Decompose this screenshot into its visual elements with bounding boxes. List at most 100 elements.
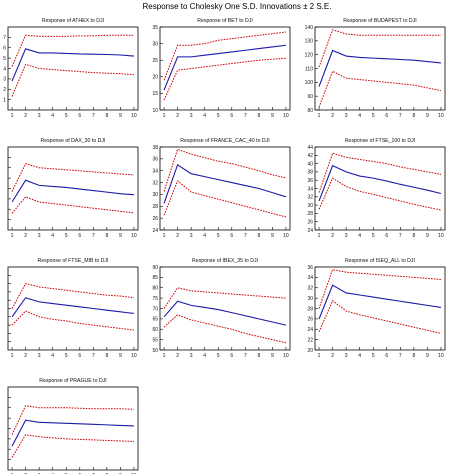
x-tick-label: 4 (203, 233, 206, 239)
y-tick-label: 44 (307, 145, 313, 151)
y-tick-label: 35 (152, 25, 158, 31)
x-tick-label: 2 (331, 233, 334, 239)
x-tick-label: 1 (163, 233, 166, 239)
plot-frame (159, 266, 291, 351)
x-tick-label: 2 (176, 113, 179, 119)
x-tick-label: 10 (283, 353, 289, 359)
x-tick-label: 8 (412, 113, 415, 119)
y-tick-label: 60 (152, 327, 158, 333)
y-tick-label: 32 (152, 180, 158, 186)
lower-line (11, 63, 134, 97)
x-tick-label: 7 (92, 113, 95, 119)
y-tick-label: 70 (152, 306, 158, 312)
y-tick-label: 65 (152, 317, 158, 323)
x-tick-label: 9 (426, 113, 429, 119)
x-tick-label: 9 (119, 353, 122, 359)
x-tick-label: 3 (345, 113, 348, 119)
response-line (163, 300, 287, 326)
x-tick-label: 4 (51, 233, 54, 239)
response-line (163, 163, 287, 204)
y-tick-label: 24 (152, 228, 158, 234)
x-tick-label: 10 (438, 233, 444, 239)
x-tick-label: 6 (78, 113, 81, 119)
y-tick-label: 4 (3, 66, 6, 72)
response-line (318, 284, 442, 320)
x-tick-label: 6 (230, 233, 233, 239)
x-tick-label: 2 (24, 353, 27, 359)
x-tick-label: 2 (331, 113, 334, 119)
y-tick-label: 28 (307, 211, 313, 217)
y-tick-label: 15 (152, 91, 158, 97)
x-tick-label: 6 (78, 353, 81, 359)
y-tick-label: 24 (307, 327, 313, 333)
x-tick-label: 9 (271, 353, 274, 359)
x-tick-label: 7 (244, 113, 247, 119)
plot-frame (159, 146, 291, 231)
plot-frame (7, 386, 139, 471)
y-tick-label: 36 (307, 265, 313, 271)
x-tick-label: 5 (65, 113, 68, 119)
plot-frame (7, 26, 139, 111)
x-tick-label: 1 (11, 233, 14, 239)
x-tick-label: 8 (105, 113, 108, 119)
y-tick-label: 140 (305, 25, 314, 31)
x-tick-label: 2 (24, 233, 27, 239)
y-tick-label: 100 (305, 80, 314, 86)
panel-6: Response of FTSE_100 to DJI2426283032343… (307, 138, 446, 239)
plot-frame (314, 146, 446, 231)
x-tick-label: 5 (217, 233, 220, 239)
y-tick-label: 80 (152, 286, 158, 292)
panel-title: Response of ATHEX to DJI (42, 18, 104, 24)
y-tick-label: 110 (305, 66, 313, 72)
y-tick-label: 34 (307, 186, 313, 192)
x-tick-label: 10 (438, 113, 444, 119)
x-tick-label: 5 (372, 113, 375, 119)
x-tick-label: 8 (257, 113, 260, 119)
panel-title: Response of ISEQ_ALL to DJI (345, 258, 415, 264)
panel-title: Response of BET to DJI (197, 18, 253, 24)
x-tick-label: 7 (92, 233, 95, 239)
panel-2: Response of BET to DJI 10 15 20 25 30 35 1 2 3 4 5 6… (152, 18, 291, 119)
panel-title: Response of IBEX_35 to DJI (192, 258, 258, 264)
panel-title: Response of FTSE_MIB to DJI (38, 258, 109, 264)
x-tick-label: 1 (163, 113, 166, 119)
x-tick-label: 4 (51, 113, 54, 119)
x-tick-label: 5 (372, 353, 375, 359)
x-tick-label: 9 (426, 353, 429, 359)
y-tick-label: 26 (307, 220, 313, 226)
y-tick-label: 36 (152, 157, 158, 163)
x-tick-label: 8 (412, 233, 415, 239)
x-tick-label: 7 (92, 353, 95, 359)
y-tick-label: 34 (152, 169, 158, 175)
x-tick-label: 6 (230, 113, 233, 119)
y-tick-label: 7 (3, 35, 6, 41)
x-tick-label: 8 (105, 353, 108, 359)
x-tick-label: 2 (176, 233, 179, 239)
upper-line (11, 283, 135, 309)
panel-9: Response of ISEQ_ALL to DJI2022242628303… (307, 258, 446, 359)
y-tick-label: 90 (307, 94, 313, 100)
x-tick-label: 5 (65, 353, 68, 359)
response-line (11, 179, 134, 203)
panel-title: Response of FRANCE_CAC_40 to DJI (180, 138, 269, 144)
x-tick-label: 1 (318, 233, 321, 239)
x-tick-label: 5 (217, 353, 220, 359)
y-tick-label: 32 (307, 195, 313, 201)
y-tick-label: 90 (152, 265, 158, 271)
x-tick-label: 4 (358, 233, 361, 239)
x-tick-label: 5 (217, 113, 220, 119)
x-tick-label: 3 (38, 353, 41, 359)
x-tick-label: 2 (24, 113, 27, 119)
y-tick-label: 30 (152, 192, 158, 198)
x-tick-label: 7 (244, 353, 247, 359)
panel-5: Response of FRANCE_CAC_40 to DJI24262830… (152, 138, 291, 239)
x-tick-label: 8 (257, 233, 260, 239)
y-tick-label: 30 (307, 296, 313, 302)
x-tick-label: 6 (78, 233, 81, 239)
x-tick-label: 3 (190, 113, 193, 119)
x-tick-label: 2 (176, 353, 179, 359)
upper-line (163, 31, 287, 81)
y-tick-label: 28 (152, 204, 158, 210)
y-tick-label: 20 (307, 348, 313, 354)
upper-line (11, 162, 134, 192)
